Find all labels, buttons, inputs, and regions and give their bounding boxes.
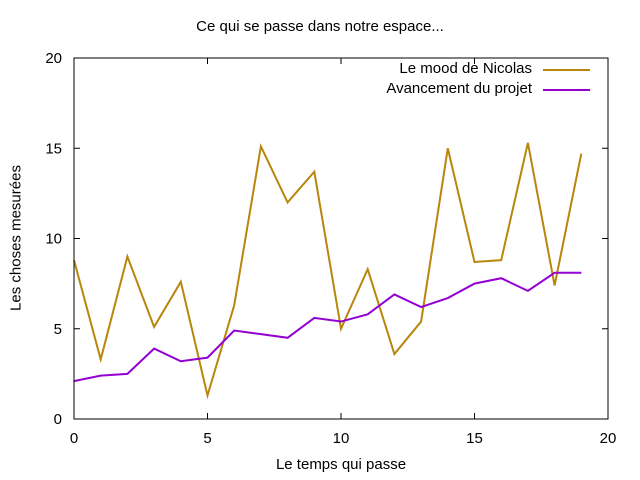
y-tick-label: 10 xyxy=(45,231,62,248)
x-axis-label: Le temps qui passe xyxy=(275,456,407,473)
y-tick-label: 0 xyxy=(54,411,62,428)
x-tick-label: 15 xyxy=(466,430,483,447)
legend-label-2: Avancement du projet xyxy=(386,80,532,97)
series-line-1 xyxy=(73,142,583,400)
x-tick-label: 5 xyxy=(203,430,211,447)
axis-ticks: 0 5 10 15 20 0 5 10 15 20 xyxy=(45,50,616,447)
y-tick-label: 5 xyxy=(54,321,62,338)
y-tick-label: 20 xyxy=(45,50,62,67)
chart-title: Ce qui se passe dans notre espace... xyxy=(196,18,444,35)
x-tick-label: 10 xyxy=(333,430,350,447)
series-lines xyxy=(73,142,583,400)
x-tick-label: 20 xyxy=(600,430,617,447)
series-line-2 xyxy=(73,271,582,383)
y-tick-label: 15 xyxy=(45,140,62,157)
plot-frame xyxy=(73,57,609,420)
legend xyxy=(543,69,590,91)
legend-label-1: Le mood de Nicolas xyxy=(399,60,532,77)
x-tick-label: 0 xyxy=(70,430,78,447)
y-axis-label: Les choses mesurées xyxy=(7,165,25,311)
